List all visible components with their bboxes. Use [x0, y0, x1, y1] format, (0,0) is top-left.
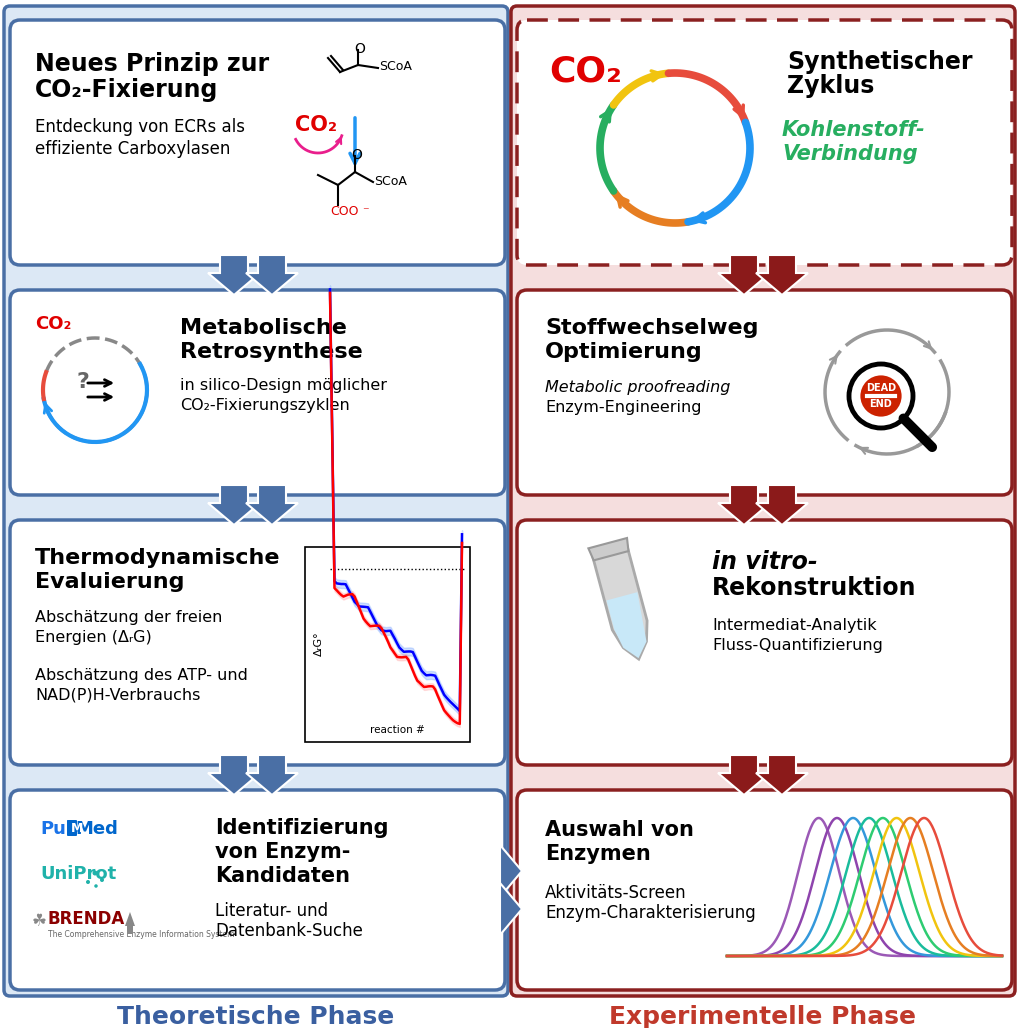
- Text: Stoffwechselweg: Stoffwechselweg: [545, 318, 758, 338]
- FancyBboxPatch shape: [517, 20, 1012, 265]
- Polygon shape: [756, 255, 808, 295]
- Text: O: O: [355, 42, 366, 56]
- FancyBboxPatch shape: [10, 790, 505, 990]
- Text: in vitro-: in vitro-: [712, 550, 817, 574]
- Text: The Comprehensive Enzyme Information System: The Comprehensive Enzyme Information Sys…: [48, 930, 234, 939]
- Text: Kohlenstoff-: Kohlenstoff-: [782, 120, 925, 140]
- Text: Thermodynamische: Thermodynamische: [35, 548, 280, 568]
- FancyBboxPatch shape: [517, 790, 1012, 990]
- Polygon shape: [588, 538, 629, 560]
- Text: Fluss-Quantifizierung: Fluss-Quantifizierung: [712, 638, 882, 653]
- Polygon shape: [500, 883, 522, 935]
- Circle shape: [859, 374, 903, 418]
- Text: Evaluierung: Evaluierung: [35, 572, 184, 592]
- FancyBboxPatch shape: [10, 20, 505, 265]
- Polygon shape: [246, 485, 298, 525]
- Circle shape: [849, 364, 913, 428]
- Text: Retrosynthese: Retrosynthese: [180, 342, 363, 362]
- Polygon shape: [208, 755, 260, 795]
- Text: SCoA: SCoA: [374, 175, 407, 188]
- FancyBboxPatch shape: [10, 520, 505, 765]
- Text: Aktivitäts-Screen: Aktivitäts-Screen: [545, 884, 687, 902]
- Text: Enzym-Engineering: Enzym-Engineering: [545, 400, 701, 415]
- Circle shape: [93, 871, 98, 876]
- FancyBboxPatch shape: [67, 820, 77, 836]
- Text: Verbindung: Verbindung: [782, 144, 918, 164]
- Text: ?: ?: [77, 372, 90, 392]
- Text: Enzym-Charakterisierung: Enzym-Charakterisierung: [545, 904, 756, 922]
- Polygon shape: [756, 755, 808, 795]
- Text: Kandidaten: Kandidaten: [215, 866, 350, 886]
- Text: Auswahl von: Auswahl von: [545, 820, 694, 840]
- Text: Abschätzung des ATP- und: Abschätzung des ATP- und: [35, 668, 248, 683]
- Text: Intermediat-Analytik: Intermediat-Analytik: [712, 618, 876, 633]
- Text: BRENDA: BRENDA: [48, 910, 125, 928]
- Polygon shape: [208, 485, 260, 525]
- Text: COO: COO: [330, 205, 359, 218]
- Text: Metabolic proofreading: Metabolic proofreading: [545, 380, 731, 395]
- Text: Identifizierung: Identifizierung: [215, 818, 388, 838]
- Text: ΔᵣG°: ΔᵣG°: [314, 631, 324, 656]
- Text: Metabolische: Metabolische: [180, 318, 346, 338]
- Text: CO₂: CO₂: [549, 56, 622, 89]
- Text: effiziente Carboxylasen: effiziente Carboxylasen: [35, 140, 230, 158]
- Text: M: M: [71, 822, 84, 835]
- Text: Neues Prinzip zur: Neues Prinzip zur: [35, 52, 269, 76]
- Polygon shape: [208, 255, 260, 295]
- Text: Entdeckung von ECRs als: Entdeckung von ECRs als: [35, 118, 245, 136]
- Text: Experimentelle Phase: Experimentelle Phase: [609, 1005, 916, 1028]
- Polygon shape: [718, 755, 770, 795]
- Polygon shape: [606, 592, 646, 658]
- Text: Synthetischer: Synthetischer: [787, 50, 972, 74]
- Polygon shape: [305, 547, 470, 742]
- Text: SCoA: SCoA: [379, 60, 412, 73]
- Text: Datenbank-Suche: Datenbank-Suche: [215, 922, 363, 940]
- Text: UniProt: UniProt: [40, 865, 116, 883]
- Text: CO₂-Fixierungszyklen: CO₂-Fixierungszyklen: [180, 398, 350, 413]
- FancyBboxPatch shape: [517, 520, 1012, 765]
- Text: CO₂: CO₂: [294, 115, 337, 135]
- Text: O: O: [352, 148, 363, 162]
- Polygon shape: [500, 845, 522, 897]
- Circle shape: [100, 878, 104, 882]
- Polygon shape: [246, 255, 298, 295]
- Polygon shape: [718, 485, 770, 525]
- FancyBboxPatch shape: [10, 290, 505, 495]
- FancyBboxPatch shape: [127, 926, 133, 934]
- Text: Pub: Pub: [40, 820, 78, 838]
- Polygon shape: [592, 544, 647, 659]
- Polygon shape: [718, 255, 770, 295]
- Text: END: END: [869, 399, 893, 409]
- Text: CO₂-Fixierung: CO₂-Fixierung: [35, 78, 218, 102]
- Polygon shape: [756, 485, 808, 525]
- Text: CO₂: CO₂: [35, 315, 71, 333]
- FancyBboxPatch shape: [517, 290, 1012, 495]
- FancyBboxPatch shape: [4, 6, 508, 996]
- Circle shape: [86, 880, 90, 884]
- Text: in silico-Design möglicher: in silico-Design möglicher: [180, 378, 387, 393]
- Text: Rekonstruktion: Rekonstruktion: [712, 576, 916, 600]
- Text: Energien (ΔᵣG): Energien (ΔᵣG): [35, 630, 152, 645]
- Text: ☘: ☘: [32, 912, 47, 930]
- Text: reaction #: reaction #: [370, 725, 424, 735]
- Text: ⁻: ⁻: [362, 205, 369, 218]
- FancyBboxPatch shape: [511, 6, 1015, 996]
- Text: Literatur- und: Literatur- und: [215, 902, 328, 920]
- Text: DEAD: DEAD: [866, 383, 896, 393]
- Text: Zyklus: Zyklus: [787, 74, 874, 98]
- Text: Theoretische Phase: Theoretische Phase: [117, 1005, 394, 1028]
- Text: Med: Med: [75, 820, 118, 838]
- Text: Optimierung: Optimierung: [545, 342, 703, 362]
- Text: Enzymen: Enzymen: [545, 844, 651, 864]
- Text: NAD(P)H-Verbrauchs: NAD(P)H-Verbrauchs: [35, 688, 201, 703]
- Polygon shape: [125, 912, 135, 926]
- Text: von Enzym-: von Enzym-: [215, 842, 351, 862]
- Text: Abschätzung der freien: Abschätzung der freien: [35, 610, 222, 625]
- Circle shape: [94, 884, 98, 888]
- Polygon shape: [246, 755, 298, 795]
